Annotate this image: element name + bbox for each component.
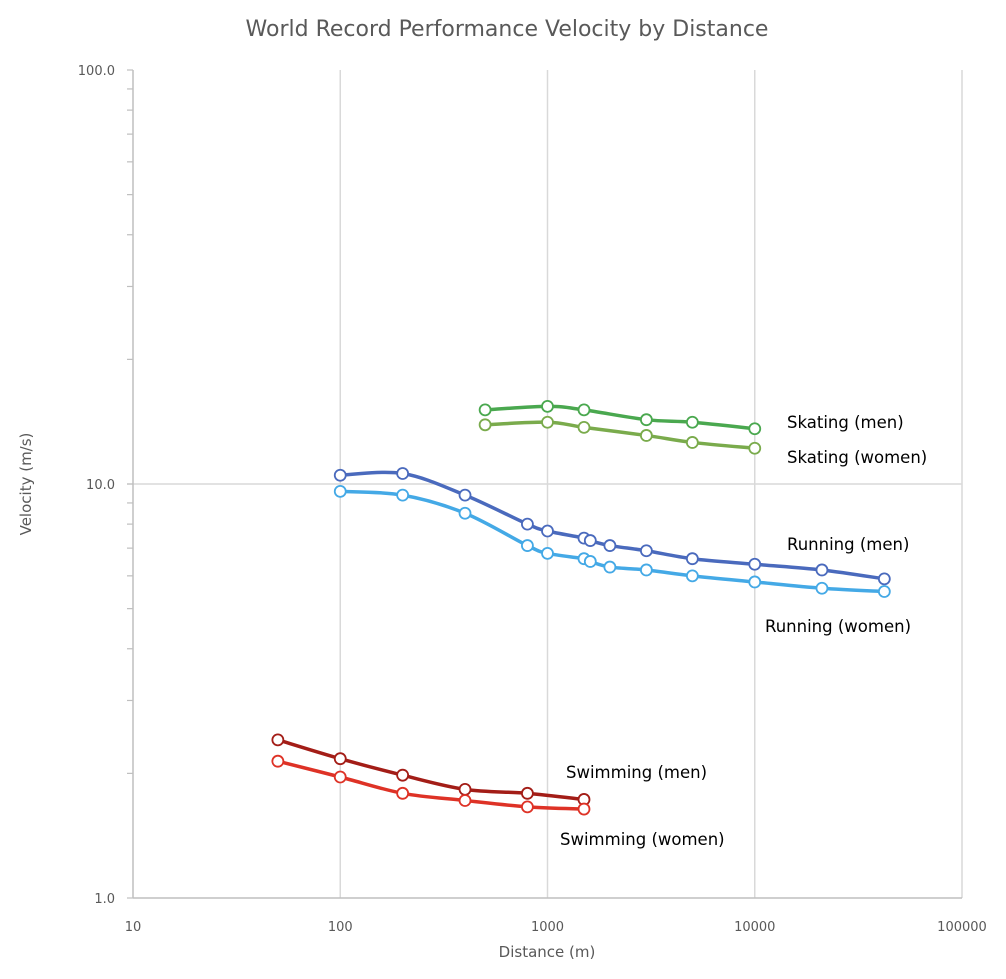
data-point xyxy=(639,413,653,427)
data-point xyxy=(333,484,347,498)
data-point xyxy=(478,403,492,417)
data-point xyxy=(748,575,762,589)
x-tick-label: 1000 xyxy=(531,920,564,935)
data-point xyxy=(748,557,762,571)
series-label-background xyxy=(761,610,907,640)
data-point xyxy=(396,488,410,502)
data-point xyxy=(577,420,591,434)
data-point xyxy=(271,754,285,768)
data-point xyxy=(333,468,347,482)
data-point xyxy=(748,441,762,455)
data-point xyxy=(685,415,699,429)
data-point xyxy=(521,517,534,531)
series-label-background xyxy=(783,441,929,471)
data-point xyxy=(541,524,554,538)
data-point xyxy=(815,563,829,577)
data-point xyxy=(458,794,472,807)
data-point xyxy=(603,539,617,552)
series-running-men xyxy=(333,467,891,586)
series-label-background xyxy=(783,406,910,436)
x-tick-label: 100000 xyxy=(937,920,987,935)
series-label-background xyxy=(562,756,699,786)
data-point xyxy=(877,572,891,586)
series-label: Swimming (women) xyxy=(560,830,725,849)
data-point xyxy=(521,539,534,552)
series-skating-women xyxy=(478,415,762,455)
data-point xyxy=(396,467,410,480)
x-tick-label: 10000 xyxy=(734,920,775,935)
series-swimming-women xyxy=(271,754,591,816)
data-point xyxy=(685,552,699,566)
x-tick-label: 100 xyxy=(328,920,353,935)
data-point xyxy=(521,800,534,814)
data-point xyxy=(748,422,762,436)
y-tick-label: 10.0 xyxy=(86,478,115,493)
data-point xyxy=(478,418,492,432)
data-point xyxy=(583,534,597,547)
data-point xyxy=(541,399,554,413)
data-point xyxy=(458,506,472,520)
x-tick-label: 10 xyxy=(125,920,142,935)
data-point xyxy=(333,752,347,766)
data-point xyxy=(603,560,617,574)
series-label: Running (women) xyxy=(765,617,911,636)
series-skating-men xyxy=(478,399,762,436)
series-running-women xyxy=(333,484,891,598)
data-point xyxy=(583,555,597,568)
data-point xyxy=(458,782,472,796)
data-point xyxy=(639,544,653,558)
y-axis-label: Velocity (m/s) xyxy=(17,433,35,536)
data-point xyxy=(877,585,891,598)
series-line xyxy=(277,759,585,811)
series-line xyxy=(485,404,755,431)
data-point xyxy=(685,569,699,583)
data-point xyxy=(541,415,554,429)
y-tick-label: 100.0 xyxy=(78,64,115,79)
series-line xyxy=(277,738,585,802)
data-point xyxy=(396,768,410,782)
x-axis-label: Distance (m) xyxy=(499,943,596,961)
data-point xyxy=(333,770,347,784)
data-point xyxy=(577,802,591,816)
data-point xyxy=(639,563,653,577)
data-point xyxy=(815,581,829,595)
series-label-background xyxy=(783,528,910,558)
data-point xyxy=(396,786,410,800)
data-point xyxy=(685,436,699,449)
series-label-background xyxy=(556,823,711,853)
series-swimming-men xyxy=(271,733,591,806)
data-point xyxy=(521,786,534,800)
series-label: Skating (men) xyxy=(787,413,904,432)
series-label: Running (men) xyxy=(787,535,909,554)
series-label: Skating (women) xyxy=(787,448,927,467)
data-point xyxy=(458,488,472,502)
chart-title: World Record Performance Velocity by Dis… xyxy=(246,17,769,42)
data-point xyxy=(577,403,591,417)
y-tick-label: 1.0 xyxy=(94,892,115,907)
data-point xyxy=(271,733,285,747)
data-point xyxy=(639,429,653,442)
series-label: Swimming (men) xyxy=(566,763,707,782)
data-point xyxy=(541,546,554,560)
